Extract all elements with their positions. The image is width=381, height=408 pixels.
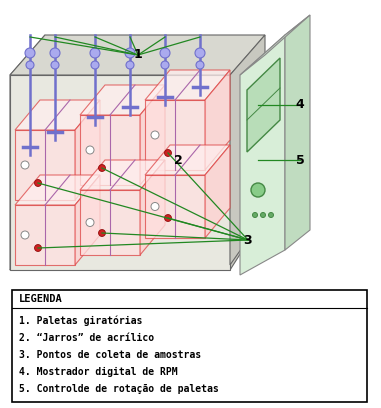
Circle shape: [21, 161, 29, 169]
Polygon shape: [247, 58, 280, 152]
Polygon shape: [145, 175, 205, 238]
Circle shape: [253, 213, 258, 217]
Text: 3. Pontos de coleta de amostras: 3. Pontos de coleta de amostras: [19, 350, 201, 360]
Circle shape: [261, 213, 266, 217]
Circle shape: [160, 48, 170, 58]
Polygon shape: [15, 130, 75, 200]
Polygon shape: [80, 190, 140, 255]
Polygon shape: [80, 160, 165, 190]
Polygon shape: [75, 175, 100, 265]
Circle shape: [51, 61, 59, 69]
Circle shape: [269, 213, 274, 217]
Circle shape: [196, 61, 204, 69]
Text: 4: 4: [296, 98, 304, 111]
Text: LEGENDA: LEGENDA: [19, 294, 63, 304]
Text: 1. Paletas giratórias: 1. Paletas giratórias: [19, 316, 142, 326]
Circle shape: [26, 61, 34, 69]
Circle shape: [99, 164, 106, 171]
Circle shape: [165, 149, 171, 157]
Polygon shape: [240, 35, 285, 275]
Polygon shape: [240, 15, 310, 75]
Polygon shape: [205, 145, 230, 238]
Polygon shape: [205, 70, 230, 170]
Circle shape: [251, 183, 265, 197]
Circle shape: [165, 215, 171, 222]
Polygon shape: [15, 175, 100, 205]
Text: 5: 5: [296, 153, 304, 166]
Polygon shape: [75, 100, 100, 200]
Text: 5. Controlde de rotação de paletas: 5. Controlde de rotação de paletas: [19, 384, 219, 394]
Circle shape: [86, 146, 94, 154]
Text: 3: 3: [244, 233, 252, 246]
Polygon shape: [230, 35, 265, 265]
Circle shape: [50, 48, 60, 58]
Text: 4. Mostrador digital de RPM: 4. Mostrador digital de RPM: [19, 367, 178, 377]
Bar: [12, 290, 367, 402]
Polygon shape: [145, 145, 230, 175]
Polygon shape: [145, 70, 230, 100]
Polygon shape: [15, 100, 100, 130]
Polygon shape: [145, 100, 205, 170]
Text: 2: 2: [174, 153, 182, 166]
Polygon shape: [10, 35, 265, 75]
Circle shape: [35, 180, 42, 186]
Circle shape: [21, 231, 29, 239]
Circle shape: [86, 219, 94, 226]
Text: 2. “Jarros” de acrílico: 2. “Jarros” de acrílico: [19, 333, 154, 343]
Polygon shape: [140, 85, 165, 185]
Polygon shape: [10, 75, 230, 270]
Circle shape: [126, 61, 134, 69]
Polygon shape: [10, 35, 45, 270]
Polygon shape: [140, 160, 165, 255]
Circle shape: [91, 61, 99, 69]
Circle shape: [161, 61, 169, 69]
Circle shape: [90, 48, 100, 58]
Polygon shape: [10, 215, 265, 270]
Circle shape: [99, 229, 106, 237]
Polygon shape: [285, 15, 310, 250]
Circle shape: [195, 48, 205, 58]
Circle shape: [25, 48, 35, 58]
Polygon shape: [80, 85, 165, 115]
Circle shape: [151, 131, 159, 139]
Circle shape: [125, 48, 135, 58]
Polygon shape: [80, 115, 140, 185]
Circle shape: [35, 244, 42, 251]
Polygon shape: [15, 205, 75, 265]
Text: 1: 1: [134, 49, 142, 62]
Circle shape: [151, 202, 159, 211]
